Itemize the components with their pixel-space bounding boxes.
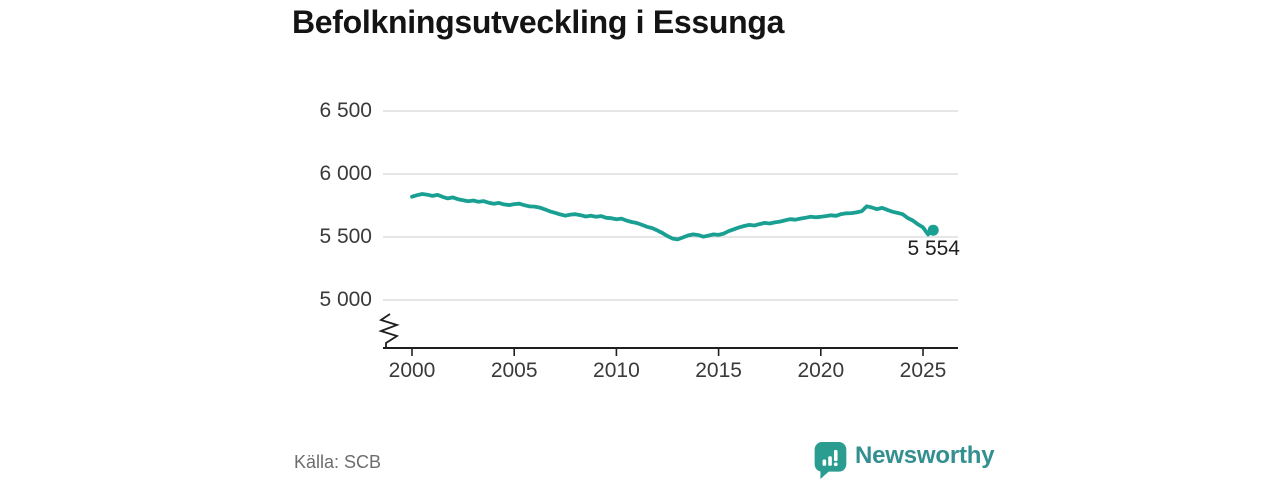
newsworthy-logo[interactable]: Newsworthy	[813, 441, 995, 479]
chart-title: Befolkningsutveckling i Essunga	[292, 4, 785, 40]
source-note: Källa: SCB	[294, 452, 382, 472]
newsworthy-wordmark: Newsworthy	[855, 442, 995, 469]
last-point-marker	[927, 224, 939, 236]
population-line-series	[410, 192, 936, 242]
y-tick-label: 6 500	[319, 99, 372, 122]
y-tick-label: 5 500	[319, 225, 372, 248]
x-tick-label: 2015	[695, 359, 742, 382]
x-tick-label: 2000	[388, 359, 436, 382]
x-tick-label: 2020	[797, 359, 845, 382]
x-tick-label: 2005	[490, 359, 538, 382]
x-tick-label: 2025	[899, 359, 947, 382]
newsworthy-bubble-chart-icon	[814, 442, 847, 479]
x-tick-label: 2010	[593, 359, 640, 382]
y-tick-label: 5 000	[319, 288, 372, 311]
y-axis-break-icon	[378, 313, 400, 348]
y-tick-label: 6 000	[319, 162, 372, 185]
last-value-label: 5 554	[907, 237, 960, 260]
